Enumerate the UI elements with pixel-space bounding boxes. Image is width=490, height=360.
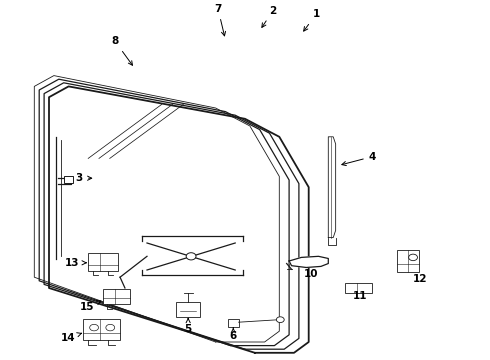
Text: 15: 15 [80, 301, 101, 312]
Text: 13: 13 [65, 258, 86, 268]
Text: 2: 2 [262, 6, 276, 27]
Bar [176, 302, 200, 317]
Bar [228, 319, 239, 327]
Text: 4: 4 [342, 152, 376, 166]
Polygon shape [289, 256, 328, 267]
Text: 6: 6 [230, 328, 237, 341]
Bar [83, 319, 120, 340]
Text: 5: 5 [185, 319, 192, 334]
Text: 1: 1 [304, 9, 319, 31]
Bar [88, 253, 118, 271]
Bar [397, 250, 419, 272]
FancyBboxPatch shape [345, 283, 372, 293]
Text: 10: 10 [304, 269, 318, 279]
Text: 12: 12 [413, 274, 428, 284]
Text: 7: 7 [214, 4, 225, 36]
Text: 8: 8 [112, 36, 132, 65]
Circle shape [186, 253, 196, 260]
Text: 3: 3 [76, 173, 92, 183]
Bar [103, 289, 130, 304]
Polygon shape [328, 137, 336, 238]
Circle shape [276, 317, 284, 323]
Bar [64, 176, 73, 183]
Text: 14: 14 [61, 333, 81, 343]
Text: 11: 11 [353, 291, 368, 301]
